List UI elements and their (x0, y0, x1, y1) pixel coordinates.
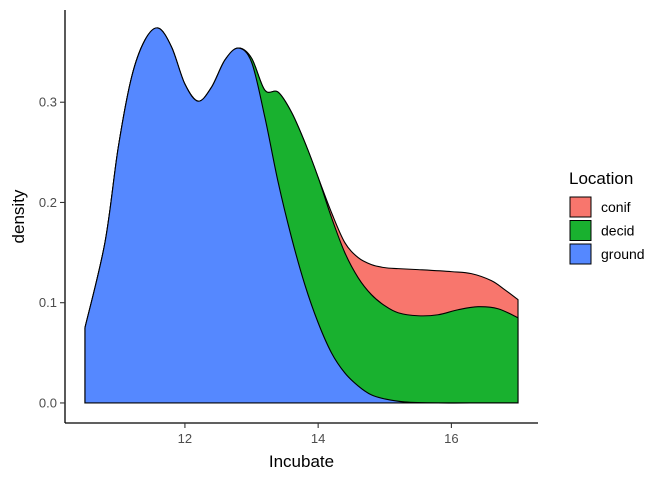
legend: Location conif decid ground (569, 169, 645, 265)
y-tick-label: 0.2 (39, 195, 57, 210)
x-axis-title: Incubate (269, 452, 334, 471)
legend-swatch-ground (569, 243, 592, 265)
area-layer (84, 27, 519, 404)
legend-label-ground: ground (601, 246, 645, 262)
x-tick-label: 14 (311, 431, 325, 446)
x-tick-label: 12 (178, 431, 192, 446)
legend-swatch-conif (569, 196, 592, 218)
area-ground (84, 27, 519, 404)
legend-items: conif decid ground (569, 196, 645, 265)
x-tick-label: 16 (444, 431, 458, 446)
axes (64, 10, 538, 424)
y-tick-label: 0.0 (39, 395, 57, 410)
x-ticks: 12 14 16 (178, 423, 459, 446)
legend-swatch-decid (569, 220, 592, 241)
legend-title: Location (569, 169, 633, 188)
legend-label-conif: conif (601, 199, 631, 215)
y-tick-label: 0.1 (39, 295, 57, 310)
y-axis-title: density (9, 189, 28, 243)
y-tick-label: 0.3 (39, 95, 57, 110)
legend-label-decid: decid (601, 223, 634, 239)
y-ticks: 0.0 0.1 0.2 0.3 (39, 95, 65, 410)
